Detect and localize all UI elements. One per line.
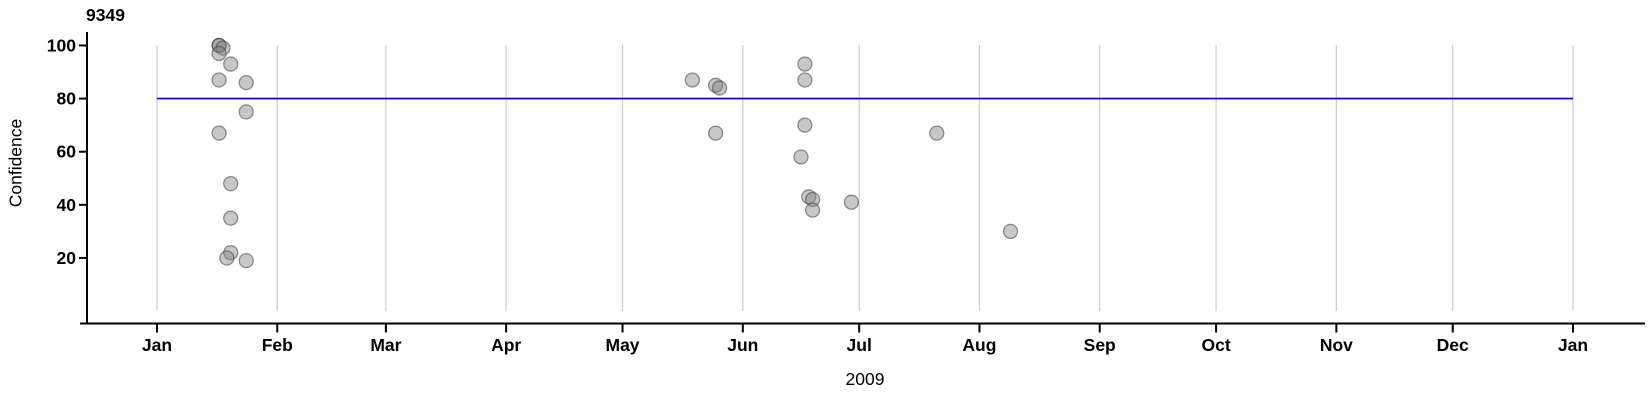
data-point — [797, 117, 813, 133]
chart-title: 9349 — [86, 5, 125, 25]
data-point — [804, 191, 821, 208]
y-tick-label: 40 — [57, 195, 77, 215]
x-tick-label: Apr — [491, 335, 521, 355]
data-point — [219, 250, 235, 266]
x-tick-label: Sep — [1084, 335, 1116, 355]
x-tick-label: Jul — [847, 335, 872, 355]
data-point — [929, 125, 945, 141]
data-point — [797, 72, 813, 88]
data-point — [684, 72, 701, 88]
data-point — [223, 210, 239, 226]
data-point — [707, 125, 724, 141]
data-point — [238, 74, 254, 91]
x-tick-label: Oct — [1201, 335, 1230, 355]
data-point — [238, 252, 254, 269]
y-tick-label: 60 — [57, 142, 77, 162]
y-tick-label: 100 — [47, 35, 76, 55]
data-point — [223, 175, 239, 192]
data-point — [211, 72, 227, 88]
x-tick-label: Aug — [962, 335, 996, 355]
data-point — [793, 149, 809, 165]
data-point — [1002, 223, 1019, 240]
data-point — [238, 104, 254, 120]
data-point — [211, 45, 227, 62]
data-point — [223, 56, 239, 72]
x-tick-label: Feb — [262, 335, 293, 355]
x-tick-label: Mar — [370, 335, 401, 355]
x-tick-label: Jan — [142, 335, 172, 355]
data-point — [797, 56, 813, 72]
x-tick-label: Jan — [1558, 335, 1588, 355]
data-point — [843, 194, 860, 210]
x-tick-label: Nov — [1320, 335, 1353, 355]
x-tick-label: May — [606, 335, 640, 355]
x-tick-label: Dec — [1437, 335, 1469, 355]
x-tick-label: Jun — [727, 335, 758, 355]
x-axis-year-label: 2009 — [845, 369, 885, 389]
y-tick-label: 80 — [57, 89, 77, 109]
data-point — [211, 125, 227, 141]
data-point — [711, 80, 728, 96]
y-tick-label: 20 — [57, 248, 77, 268]
data-point — [804, 202, 821, 218]
